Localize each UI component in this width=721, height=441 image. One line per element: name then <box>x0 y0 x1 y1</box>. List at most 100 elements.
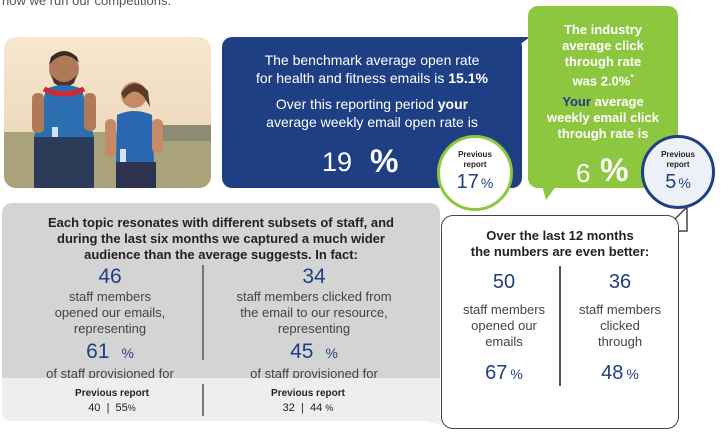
six-month-opens-count: 46 <box>98 265 122 288</box>
twelve-month-clicks-pct-unit: % <box>626 366 639 382</box>
benchmark-text-bottom: Over this reporting period your average … <box>222 95 522 131</box>
industry-line-5: Your average <box>528 94 678 110</box>
previous-clicks-separator: | <box>301 402 304 414</box>
previous-clicks-label: Previous report <box>271 388 345 399</box>
six-month-clicks-pct-unit: % <box>325 345 338 361</box>
six-month-column-divider <box>202 265 204 360</box>
previous-opens-unit: % <box>127 403 136 413</box>
open-rate-unit: % <box>370 143 399 179</box>
intro-text: how we run our competitions. <box>2 0 172 8</box>
industry-line-4-text: was <box>572 73 598 89</box>
previous-clicks-values: 32 | 44 % <box>238 401 378 416</box>
six-month-clicks-text-2: the email to our resource, <box>240 305 388 320</box>
green-callout-tail <box>540 178 562 200</box>
previous-opens-values: 40 | 55% <box>42 401 182 416</box>
previous-click-rate-badge: Previous report 5% <box>641 135 715 209</box>
benchmark-line-3-text: Over this reporting period <box>275 96 434 112</box>
six-month-clicks-pct-value: 45 <box>290 340 314 363</box>
industry-line-6: weekly email click <box>546 110 660 125</box>
open-rate-value: 19 <box>322 147 353 177</box>
twelve-month-opens-pct-unit: % <box>510 366 523 382</box>
industry-line-1: The industry <box>563 22 642 37</box>
benchmark-line-3: Over this reporting period your <box>222 95 522 113</box>
six-month-clicks-text-4: of staff provisioned for <box>250 366 378 381</box>
benchmark-line-2: for health and fitness emails is 15.1% <box>222 69 522 87</box>
six-month-clicks-text-3: representing <box>277 321 351 336</box>
previous-click-rate-number: 5 <box>665 171 677 193</box>
previous-open-rate-label: Previous report <box>440 150 510 170</box>
six-month-heading-1: Each topic resonates with different subs… <box>47 215 394 230</box>
industry-text-top: The industry average click through rate … <box>528 22 678 89</box>
six-month-clicks-text-1: staff members clicked from <box>236 289 392 304</box>
previous-click-rate-unit: % <box>678 175 691 191</box>
six-month-stats-panel: Each topic resonates with different subs… <box>2 203 440 421</box>
previous-open-rate-badge: Previous report 17% <box>437 135 513 211</box>
industry-line-3: through rate <box>564 54 642 69</box>
benchmark-value: 15.1% <box>448 70 488 86</box>
industry-text-bottom: Your average weekly email click through … <box>528 94 678 142</box>
twelve-month-heading-1: Over the last 12 months <box>486 228 634 243</box>
twelve-month-opens-text-3: emails <box>485 334 523 349</box>
twelve-month-opens-text-1: staff members <box>462 302 546 317</box>
six-month-clicks-count: 34 <box>302 265 326 288</box>
industry-line-5-bold: Your <box>562 94 591 109</box>
twelve-month-opens-count: 50 <box>492 271 516 293</box>
six-month-opens-text-4: of staff provisioned for <box>46 366 174 381</box>
six-month-previous-strip: Previous report 40 | 55% Previous report… <box>2 378 440 421</box>
previous-opens-count: 40 <box>88 402 101 414</box>
twelve-month-opens-column: 50 staff members opened our emails 67% <box>452 270 556 385</box>
previous-clicks-pct: 44 <box>310 402 323 414</box>
six-month-opens-text-3: representing <box>73 321 147 336</box>
benchmark-line-3-bold: your <box>437 96 469 112</box>
twelve-month-clicks-pct: 48% <box>568 362 672 385</box>
previous-open-rate-label-2: report <box>463 160 487 169</box>
six-month-opens-pct-unit: % <box>121 345 134 361</box>
click-rate-unit: % <box>600 152 629 188</box>
six-month-opens-pct-value: 61 <box>86 340 110 363</box>
industry-line-5-text: average <box>594 94 644 109</box>
click-rate-value: 6 <box>576 158 591 188</box>
six-month-opens-text-1: staff members <box>68 289 152 304</box>
six-month-opens-pct: 61% <box>20 339 200 366</box>
six-month-heading-2: during the last six months we captured a… <box>57 231 385 246</box>
benchmark-open-rate-callout: The benchmark average open rate for heal… <box>222 37 522 188</box>
six-month-opens-column: 46 staff members opened our emails, repr… <box>20 265 200 382</box>
twelve-month-clicks-text: staff members clicked through <box>568 302 672 350</box>
previous-clicks-unit: % <box>325 403 334 413</box>
twelve-month-opens-pct: 67% <box>452 362 556 385</box>
industry-line-7: through rate is <box>557 126 649 141</box>
twelve-month-clicks-count: 36 <box>608 271 632 293</box>
six-month-previous-opens: Previous report 40 | 55% <box>42 386 182 416</box>
benchmark-line-1: The benchmark average open rate <box>264 52 480 68</box>
previous-click-rate-label-2: report <box>666 160 690 169</box>
six-month-previous-clicks: Previous report 32 | 44 % <box>238 386 378 416</box>
runners-photo <box>4 37 211 188</box>
six-month-clicks-column: 34 staff members clicked from the email … <box>216 265 412 382</box>
twelve-month-clicks-text-3: through <box>597 334 643 349</box>
industry-footnote-mark: * <box>630 73 634 82</box>
six-month-heading: Each topic resonates with different subs… <box>12 215 430 263</box>
industry-line-2: average click <box>562 38 644 53</box>
previous-opens-label: Previous report <box>75 388 149 399</box>
six-month-opens-text-2: opened our emails, <box>54 305 166 320</box>
twelve-month-clicks-text-2: clicked <box>600 318 640 333</box>
twelve-month-opens-text-2: opened our <box>471 318 537 333</box>
previous-opens-separator: | <box>106 402 110 414</box>
previous-click-rate-label: Previous report <box>644 150 712 170</box>
twelve-month-heading: Over the last 12 months the numbers are … <box>442 228 678 260</box>
industry-line-4: was 2.0%* <box>528 70 678 89</box>
previous-opens-pct: 55 <box>115 402 128 414</box>
benchmark-line-4: average weekly email open rate is <box>266 114 478 130</box>
twelve-month-opens-pct-value: 67 <box>485 362 508 384</box>
previous-clicks-count: 32 <box>282 402 295 414</box>
twelve-month-opens-text: staff members opened our emails <box>452 302 556 350</box>
benchmark-line-2-text: for health and fitness emails is <box>256 70 445 86</box>
twelve-month-clicks-pct-value: 48 <box>601 362 624 384</box>
six-month-clicks-pct: 45% <box>216 339 412 366</box>
six-month-heading-3: audience than the average suggests. In f… <box>84 247 358 262</box>
industry-value: 2.0% <box>600 73 631 89</box>
benchmark-text-top: The benchmark average open rate for heal… <box>222 51 522 87</box>
twelve-month-clicks-text-1: staff members <box>578 302 662 317</box>
previous-open-rate-label-1: Previous <box>458 150 492 159</box>
six-month-footer-divider <box>202 384 204 416</box>
